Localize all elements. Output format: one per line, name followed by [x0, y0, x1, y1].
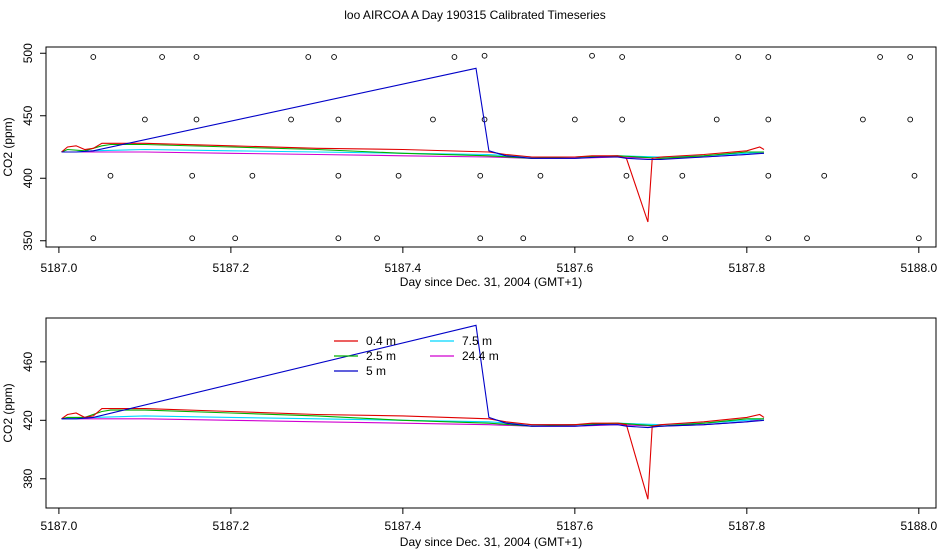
- data-point-circle: [477, 235, 484, 242]
- data-point-circle: [537, 172, 544, 179]
- x-axis-label: Day since Dec. 31, 2004 (GMT+1): [400, 535, 582, 549]
- data-point-circle: [619, 54, 625, 60]
- data-point-circle: [90, 235, 97, 242]
- data-point-circle: [520, 235, 527, 242]
- legend-label: 2.5 m: [366, 349, 396, 363]
- data-point-circle: [335, 172, 342, 179]
- top-panel: 5187.0 5187.2 5187.4 5187.6 5187.8 5188.0 350 4…: [1, 43, 937, 289]
- x-tick-label: 5188.0: [900, 519, 937, 533]
- data-point-circle: [589, 52, 595, 59]
- data-point-circle: [907, 116, 914, 123]
- data-point-circle: [193, 116, 200, 123]
- x-tick-label: 5187.0: [41, 261, 78, 275]
- data-point-circle: [395, 172, 402, 179]
- data-point-circle: [765, 54, 772, 60]
- plot-area: [61, 52, 922, 242]
- legend-label: 7.5 m: [462, 334, 492, 348]
- data-point-circle: [374, 235, 380, 242]
- x-tick-label: 5187.0: [41, 519, 78, 533]
- data-point-circle: [877, 54, 883, 60]
- data-point-circle: [335, 235, 342, 242]
- data-point-circle: [662, 235, 668, 242]
- series-line-0-4-m: [61, 142, 765, 223]
- data-point-circle: [915, 235, 922, 242]
- y-tick-label: 380: [21, 468, 35, 488]
- data-point-circle: [142, 116, 148, 123]
- data-point-circle: [477, 172, 484, 179]
- data-point-circle: [331, 54, 337, 60]
- data-point-circle: [619, 116, 625, 123]
- data-point-circle: [481, 52, 488, 59]
- series-line-5-m: [61, 67, 765, 161]
- x-tick-label: 5187.2: [213, 519, 250, 533]
- data-point-circle: [860, 116, 866, 123]
- data-point-circle: [735, 54, 742, 60]
- plot-area: [61, 324, 765, 500]
- data-point-circle: [765, 116, 772, 123]
- y-tick-label: 420: [21, 410, 35, 430]
- data-point-circle: [765, 235, 772, 242]
- x-tick-label: 5187.8: [728, 261, 765, 275]
- data-point-circle: [821, 172, 828, 179]
- data-point-circle: [804, 235, 810, 242]
- x-tick-label: 5187.4: [385, 519, 422, 533]
- data-point-circle: [90, 54, 97, 60]
- plot-frame: [45, 46, 937, 248]
- data-point-circle: [430, 116, 436, 123]
- y-tick-label: 460: [21, 352, 35, 372]
- y-axis-label: CO2 (ppm): [1, 117, 15, 176]
- data-point-circle: [765, 172, 772, 179]
- series-line-5-m: [61, 324, 765, 429]
- y-tick-label: 350: [21, 230, 35, 250]
- legend-label: 24.4 m: [462, 349, 499, 363]
- data-point-circle: [907, 54, 914, 60]
- data-point-circle: [232, 235, 239, 242]
- bottom-panel: 5187.0 5187.2 5187.4 5187.6 5187.8 5188.0 380 4…: [1, 317, 937, 549]
- data-point-circle: [288, 116, 294, 123]
- data-point-circle: [571, 116, 578, 123]
- x-tick-label: 5187.6: [556, 261, 593, 275]
- page-title: loo AIRCOA A Day 190315 Calibrated Times…: [344, 8, 606, 22]
- data-point-circle: [911, 172, 918, 179]
- x-tick-label: 5187.4: [385, 261, 422, 275]
- y-axis-label: CO2 (ppm): [1, 383, 15, 442]
- data-point-circle: [623, 172, 630, 179]
- data-point-circle: [189, 172, 196, 179]
- y-tick-label: 450: [21, 105, 35, 125]
- series-line-2-5-m: [61, 143, 764, 159]
- legend-label: 5 m: [366, 364, 386, 378]
- y-tick-label: 500: [21, 43, 35, 63]
- data-point-circle: [193, 54, 200, 60]
- x-tick-label: 5187.8: [728, 519, 765, 533]
- legend-label: 0.4 m: [366, 334, 396, 348]
- data-point-circle: [679, 172, 686, 179]
- y-tick-label: 400: [21, 168, 35, 188]
- x-axis-label: Day since Dec. 31, 2004 (GMT+1): [400, 275, 582, 289]
- data-point-circle: [627, 235, 634, 242]
- data-point-circle: [335, 116, 342, 123]
- data-point-circle: [189, 235, 196, 242]
- x-tick-label: 5187.2: [213, 261, 250, 275]
- data-point-circle: [159, 54, 165, 60]
- series-line-0-4-m: [61, 408, 765, 500]
- data-point-circle: [305, 54, 312, 60]
- plot-frame: [45, 317, 937, 509]
- data-point-circle: [713, 116, 720, 123]
- x-tick-label: 5188.0: [900, 261, 937, 275]
- data-point-circle: [249, 172, 256, 179]
- data-point-circle: [451, 54, 458, 60]
- data-point-circle: [107, 172, 114, 179]
- x-tick-label: 5187.6: [556, 519, 593, 533]
